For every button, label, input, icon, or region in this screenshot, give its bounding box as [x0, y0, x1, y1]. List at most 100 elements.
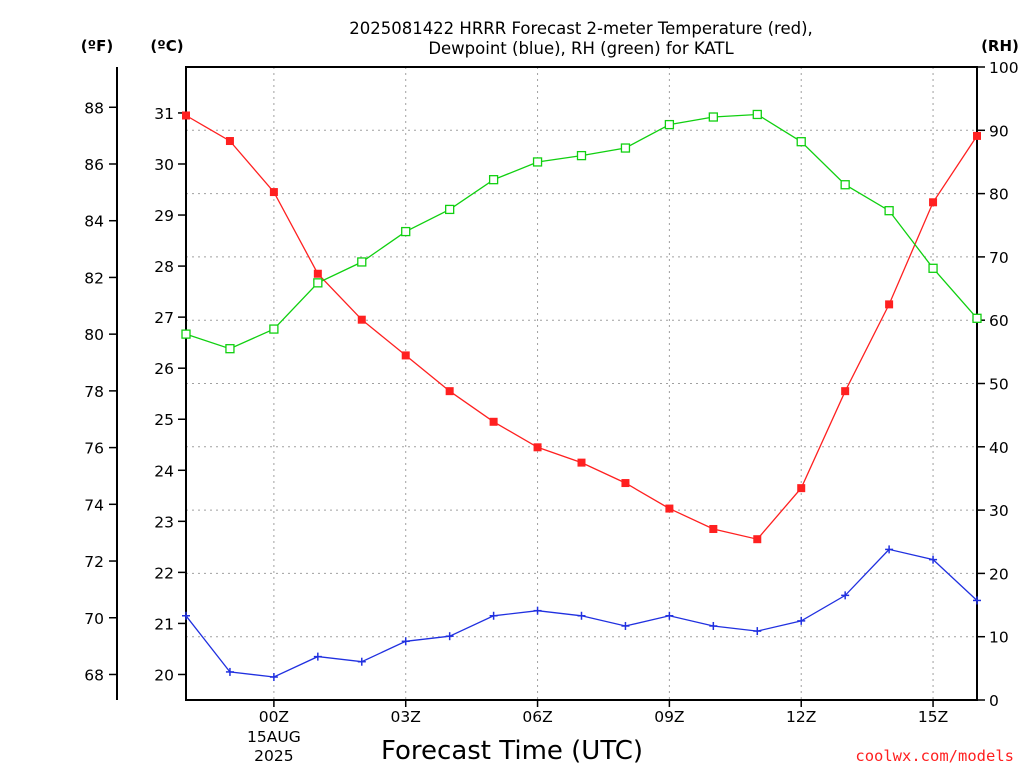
data-point	[972, 313, 982, 323]
fahrenheit-tick-label: 88	[84, 99, 104, 117]
celsius-tick-label: 24	[154, 462, 174, 480]
data-point	[753, 627, 762, 636]
data-point	[489, 611, 498, 620]
rh-tick-label: 70	[989, 249, 1009, 267]
tick-labels: 20 21 22 23 24 25 26 27 28 29 30 31 68 70 72 74 76 78 80 82…	[84, 59, 1018, 765]
series-line	[185, 113, 978, 350]
fahrenheit-tick-label: 68	[84, 666, 104, 684]
data-point	[532, 157, 543, 167]
x-tick-sublabel: 15AUG	[247, 728, 301, 746]
rh-tick-label: 50	[989, 376, 1009, 394]
celsius-tick-label: 30	[154, 156, 174, 174]
data-point	[577, 611, 586, 620]
data-point	[533, 606, 542, 615]
data-point	[929, 198, 938, 207]
rh-tick-label: 60	[989, 312, 1009, 330]
data-point	[577, 458, 586, 467]
fahrenheit-unit-label: (ºF)	[81, 37, 113, 55]
celsius-tick-label: 31	[154, 105, 174, 123]
data-point	[753, 535, 762, 544]
celsius-tick-label: 27	[154, 309, 174, 327]
data-point	[885, 300, 894, 309]
data-point	[401, 226, 411, 237]
series-line	[185, 114, 978, 540]
rh-tick-label: 10	[989, 629, 1009, 647]
celsius-tick-label: 26	[154, 360, 174, 378]
chart-title-line-2: Dewpoint (blue), RH (green) for KATL	[428, 39, 734, 58]
data-point	[752, 109, 762, 120]
data-point	[357, 657, 366, 666]
data-point	[797, 616, 806, 625]
x-tick-label: 06Z	[522, 708, 552, 726]
data-point	[928, 263, 938, 273]
rh-tick-label: 0	[989, 692, 999, 710]
celsius-tick-label: 28	[154, 258, 174, 276]
rh-tick-label: 100	[989, 59, 1019, 77]
data-point	[665, 504, 674, 513]
series-0	[182, 111, 981, 544]
series-1	[182, 545, 981, 682]
data-point	[182, 111, 190, 120]
x-tick-label: 09Z	[654, 708, 684, 726]
data-point	[621, 479, 630, 488]
data-point	[841, 387, 850, 396]
data-point	[489, 417, 498, 426]
data-point	[225, 137, 234, 146]
data-point	[313, 652, 322, 661]
data-point	[797, 484, 806, 493]
data-point	[708, 112, 718, 122]
fahrenheit-tick-label: 72	[84, 553, 104, 571]
data-point	[709, 621, 718, 630]
data-point	[225, 344, 235, 354]
data-point	[445, 204, 455, 215]
data-point	[929, 555, 938, 564]
celsius-unit-label: (ºC)	[150, 37, 183, 55]
celsius-tick-label: 21	[154, 615, 174, 633]
data-point	[269, 188, 278, 197]
fahrenheit-tick-label: 84	[84, 213, 104, 231]
data-point	[182, 611, 190, 620]
data-point	[488, 175, 499, 185]
fahrenheit-tick-label: 74	[84, 496, 104, 514]
fahrenheit-tick-label: 76	[84, 440, 104, 458]
fahrenheit-tick-label: 78	[84, 383, 104, 401]
data-point	[709, 524, 718, 533]
gridlines	[186, 67, 977, 700]
data-point	[973, 596, 981, 605]
rh-tick-label: 80	[989, 186, 1009, 204]
chart-title: 2025081422 HRRR Forecast 2-meter Tempera…	[349, 19, 813, 58]
data-point	[885, 545, 894, 554]
data-series	[181, 109, 982, 682]
series-2	[181, 109, 982, 354]
rh-unit-label: (RH)	[981, 37, 1019, 55]
celsius-tick-label: 29	[154, 207, 174, 225]
axes	[109, 66, 985, 707]
data-point	[664, 119, 675, 130]
data-point	[401, 351, 410, 360]
x-tick-sublabel: 2025	[254, 747, 293, 765]
data-point	[533, 443, 542, 452]
celsius-tick-label: 20	[154, 666, 174, 684]
rh-tick-label: 90	[989, 122, 1009, 140]
data-point	[796, 137, 806, 147]
data-point	[621, 621, 630, 630]
data-point	[620, 143, 631, 153]
data-point	[445, 632, 454, 641]
data-point	[313, 269, 322, 278]
data-point	[841, 591, 850, 600]
data-point	[576, 150, 587, 161]
celsius-tick-label: 23	[154, 513, 174, 531]
fahrenheit-tick-label: 80	[84, 326, 104, 344]
rh-tick-label: 20	[989, 565, 1009, 583]
data-point	[357, 315, 366, 324]
data-point	[973, 131, 981, 140]
x-tick-label: 00Z	[259, 708, 289, 726]
data-point	[269, 673, 278, 682]
credit-text: coolwx.com/models	[855, 747, 1014, 765]
data-point	[313, 278, 323, 288]
data-point	[225, 667, 234, 676]
data-point	[445, 387, 454, 396]
data-point	[401, 637, 410, 646]
data-point	[665, 611, 674, 620]
